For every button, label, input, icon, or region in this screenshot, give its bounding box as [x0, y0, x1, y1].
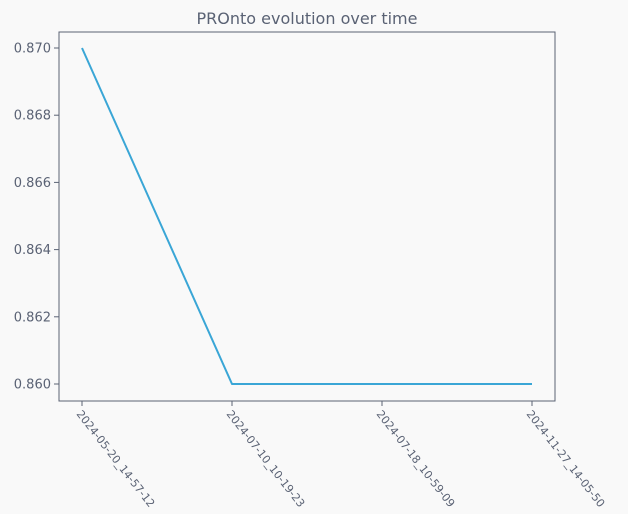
y-tick-label: 0.866 — [14, 176, 51, 191]
x-axis: 2024-05-20_14-57-12 2024-07-10_10-19-23 20… — [74, 401, 608, 510]
x-tick-label: 2024-07-10_10-19-23 — [224, 408, 308, 510]
y-tick-label: 0.862 — [14, 310, 51, 325]
x-tick-label: 2024-05-20_14-57-12 — [74, 408, 158, 510]
plot-area-frame — [58, 31, 556, 402]
x-tick-label: 2024-07-18_10-59-09 — [374, 408, 458, 510]
series-layer — [81, 47, 532, 385]
x-tick-label: 2024-11-27_14-05-50 — [524, 408, 608, 510]
chart-title: PROnto evolution over time — [197, 9, 418, 28]
series-line — [81, 47, 532, 385]
y-tick-label: 0.868 — [14, 109, 51, 124]
y-tick-label: 0.870 — [14, 42, 51, 57]
y-tick-label: 0.860 — [14, 378, 51, 393]
y-axis: 0.860 0.862 0.864 0.866 0.868 0.870 — [14, 42, 59, 393]
y-tick-label: 0.864 — [14, 243, 51, 258]
